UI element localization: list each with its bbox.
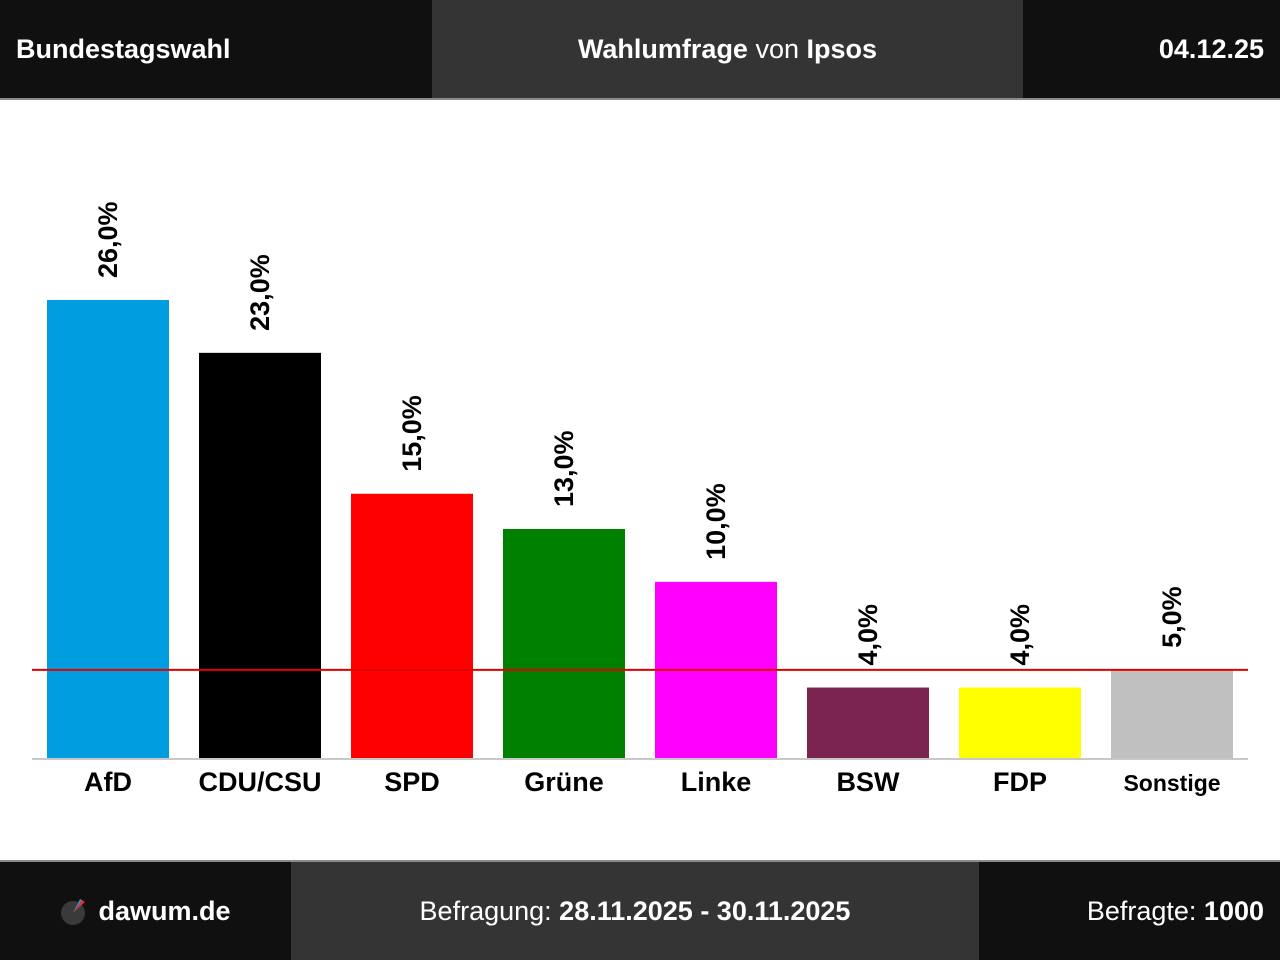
category-label: CDU/CSU <box>198 767 321 797</box>
category-label: Linke <box>681 767 752 797</box>
category-label: Grüne <box>524 767 604 797</box>
bar-afd <box>47 300 169 758</box>
bar-fdp <box>959 687 1081 758</box>
bar-cdu-csu <box>199 352 321 758</box>
bar-spd <box>351 493 473 758</box>
befragte-count: 1000 <box>1203 895 1264 926</box>
value-labels-group: 26,0% 23,0% 15,0% 13,0% 10,0% 4,0% 4,0% 5,0% <box>93 201 1187 665</box>
election-title: Bundestagswahl <box>16 33 231 64</box>
bar-sonstige <box>1111 669 1233 758</box>
footer-bar: dawum.de Befragung: 28.11.2025 - 30.11.2… <box>0 860 1280 960</box>
survey-period: Befragung: 28.11.2025 - 30.11.2025 <box>291 862 979 960</box>
value-label: 15,0% <box>397 395 427 472</box>
institute-name: Ipsos <box>806 33 878 64</box>
site-name: dawum.de <box>98 895 231 926</box>
category-label: FDP <box>993 767 1047 797</box>
bars-group <box>47 300 1233 758</box>
befragung-label: Befragung: <box>419 895 552 926</box>
von-text: von <box>755 33 800 64</box>
poll-title: Wahlumfrage von Ipsos <box>432 0 1023 98</box>
category-labels-group: AfD CDU/CSU SPD Grüne Linke BSW FDP Sonstige <box>84 767 1221 797</box>
poll-label: Wahlumfrage <box>577 33 748 64</box>
category-label: AfD <box>84 767 132 797</box>
publish-date: 04.12.25 <box>1158 33 1264 64</box>
value-label: 10,0% <box>701 483 731 560</box>
befragte-label: Befragte: <box>1086 895 1197 926</box>
value-label: 23,0% <box>245 254 275 331</box>
value-label: 26,0% <box>93 201 123 278</box>
category-label: BSW <box>837 767 901 797</box>
site-logo[interactable]: dawum.de <box>0 862 291 960</box>
dawum-logo-icon <box>61 899 86 925</box>
value-label: 5,0% <box>1157 586 1187 648</box>
value-label: 4,0% <box>853 604 883 666</box>
value-label: 4,0% <box>1005 604 1035 666</box>
header-bar: Bundestagswahl Wahlumfrage von Ipsos 04.… <box>0 0 1280 100</box>
category-label: Sonstige <box>1123 770 1220 796</box>
respondents: Befragte: 1000 <box>979 862 1280 960</box>
bar-gr-ne <box>503 529 625 758</box>
value-label: 13,0% <box>549 430 579 507</box>
category-label: SPD <box>384 767 440 797</box>
bar-bsw <box>807 687 929 758</box>
bar-chart: 26,0% 23,0% 15,0% 13,0% 10,0% 4,0% 4,0% 5,0% Af… <box>32 201 1248 797</box>
befragung-period: 28.11.2025 - 30.11.2025 <box>559 895 851 926</box>
